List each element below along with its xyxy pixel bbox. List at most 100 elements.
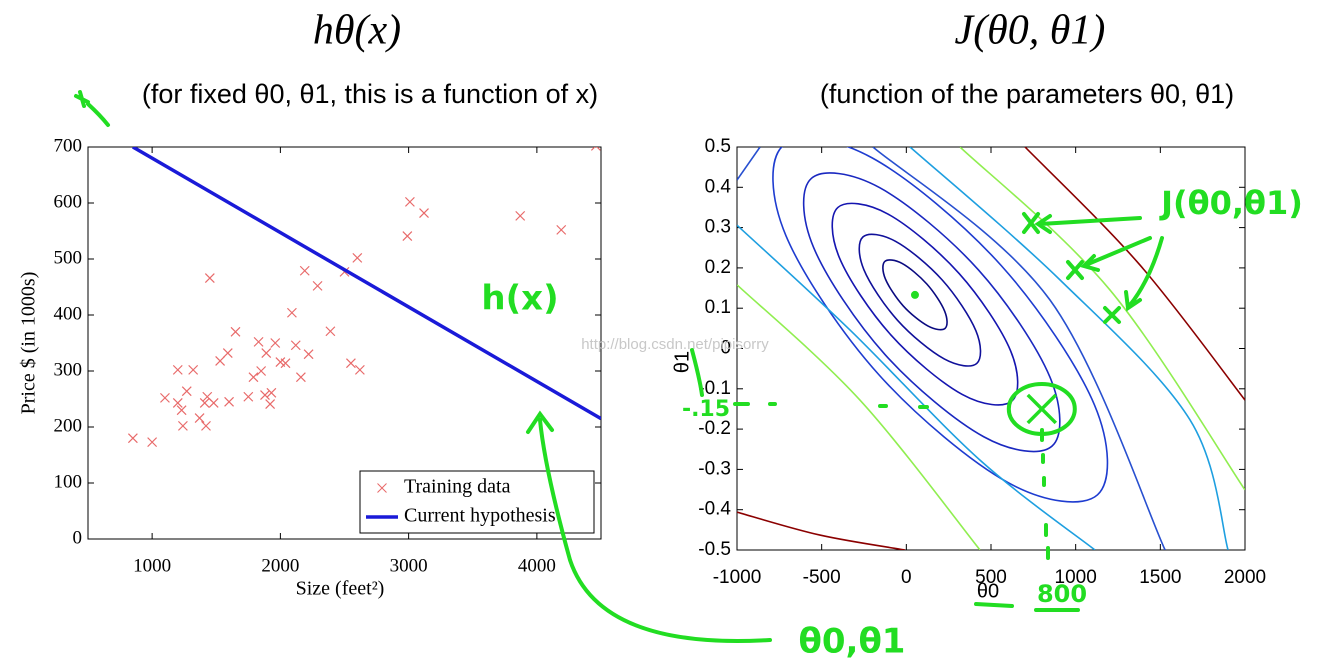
data-point xyxy=(194,413,205,423)
legend-label: Current hypothesis xyxy=(404,505,556,527)
contour-line xyxy=(882,259,948,331)
legend-marker xyxy=(377,483,387,493)
arrow xyxy=(526,410,772,643)
handwritten-note: θ0,θ1 xyxy=(799,622,906,662)
y-tick-label: 200 xyxy=(54,415,83,436)
data-point xyxy=(515,210,526,221)
data-point xyxy=(280,358,291,369)
data-point xyxy=(253,336,264,347)
data-point xyxy=(270,338,281,348)
y-tick-label: 0.4 xyxy=(705,176,732,197)
data-point xyxy=(590,147,601,151)
y-tick-label: 300 xyxy=(54,359,83,380)
x-tick-label: 1500 xyxy=(1139,567,1181,588)
data-point xyxy=(419,208,429,219)
handwritten-note: h(x) xyxy=(481,279,558,319)
data-point xyxy=(172,397,183,408)
legend-label: Training data xyxy=(404,476,511,498)
data-point xyxy=(222,348,233,359)
x-tick-label: 0 xyxy=(901,567,912,588)
x-mark xyxy=(1103,306,1121,324)
data-point xyxy=(188,364,199,375)
y-tick-label: -0.4 xyxy=(698,499,731,520)
contour-line xyxy=(772,147,1109,503)
data-point xyxy=(266,387,277,398)
y-tick-label: 0 xyxy=(73,527,83,548)
chart-subtitle: (for fixed θ0, θ1, this is a function of… xyxy=(142,79,598,109)
scribble xyxy=(74,90,110,127)
data-point xyxy=(243,391,254,402)
data-point xyxy=(177,420,188,431)
data-point xyxy=(215,355,226,366)
x-tick-label: 2000 xyxy=(1224,567,1266,588)
y-tick-label: 0.1 xyxy=(705,297,731,318)
x-tick-label: 2000 xyxy=(261,555,299,576)
data-point xyxy=(204,273,215,283)
data-point xyxy=(345,358,356,369)
contour-line xyxy=(802,172,1061,453)
data-point xyxy=(160,392,170,403)
content: hθ(x) (for fixed θ0, θ1, this is a functi… xyxy=(18,8,1303,662)
arrow xyxy=(1034,214,1142,234)
handwritten-note: J(θ0,θ1) xyxy=(1159,184,1303,222)
data-point xyxy=(404,196,415,207)
y-tick-label: 0.3 xyxy=(705,217,731,238)
x-axis-label: Size (feet²) xyxy=(296,578,385,600)
data-point xyxy=(354,364,365,375)
contour-line xyxy=(737,224,1096,550)
minimum-point xyxy=(910,290,919,299)
contour-line xyxy=(858,233,982,367)
data-point xyxy=(402,231,413,241)
data-point xyxy=(224,396,234,407)
plot-area xyxy=(737,147,1245,550)
data-point xyxy=(265,399,276,409)
y-tick-label: 600 xyxy=(54,191,83,212)
data-point xyxy=(303,349,314,360)
y-tick-label: 400 xyxy=(54,303,83,324)
y-tick-label: 0.5 xyxy=(705,136,731,157)
x-tick-label: -500 xyxy=(803,567,841,588)
y-tick-label: 0 xyxy=(720,338,731,359)
y-tick-label: -0.3 xyxy=(698,458,731,479)
chart-subtitle: (function of the parameters θ0, θ1) xyxy=(820,79,1234,109)
data-point xyxy=(248,372,259,383)
x-tick-label: -1000 xyxy=(713,567,762,588)
y-tick-label: -0.2 xyxy=(698,418,731,439)
data-point xyxy=(295,372,306,383)
y-axis-label: Price $ (in 1000s) xyxy=(18,272,40,415)
x-tick-label: 4000 xyxy=(518,555,556,576)
data-point xyxy=(230,326,241,337)
contour-line xyxy=(737,284,981,550)
y-axis-label: θ1 xyxy=(671,351,693,373)
arrow xyxy=(1080,236,1152,272)
hypothesis-line xyxy=(132,147,601,421)
data-point xyxy=(260,390,270,401)
x-tick-label: 1000 xyxy=(1055,567,1097,588)
dashes xyxy=(1040,428,1050,560)
dashes xyxy=(733,402,929,409)
x-tick-label: 3000 xyxy=(390,555,428,576)
plot-area xyxy=(127,147,601,448)
x-mark xyxy=(1066,260,1084,280)
data-point xyxy=(556,224,567,235)
handwritten-note: 800 xyxy=(1037,580,1087,608)
y-tick-label: 700 xyxy=(54,135,83,156)
data-point xyxy=(261,348,272,359)
data-point xyxy=(286,307,297,318)
contour-line xyxy=(909,147,1229,550)
data-point xyxy=(201,420,211,431)
x-axis-label: θ0 xyxy=(977,580,999,602)
data-point xyxy=(147,437,158,448)
arrow xyxy=(1124,236,1164,312)
contour-line xyxy=(1024,147,1245,401)
data-point xyxy=(199,397,210,408)
data-point xyxy=(208,397,219,408)
x-tick-label: 500 xyxy=(975,567,1007,588)
contour-line xyxy=(872,147,1166,550)
y-tick-label: -0.1 xyxy=(698,378,731,399)
y-tick-label: 0.2 xyxy=(705,257,731,278)
contour-line xyxy=(737,147,761,181)
handwriting xyxy=(74,90,1164,643)
y-tick-label: -0.5 xyxy=(698,539,731,560)
